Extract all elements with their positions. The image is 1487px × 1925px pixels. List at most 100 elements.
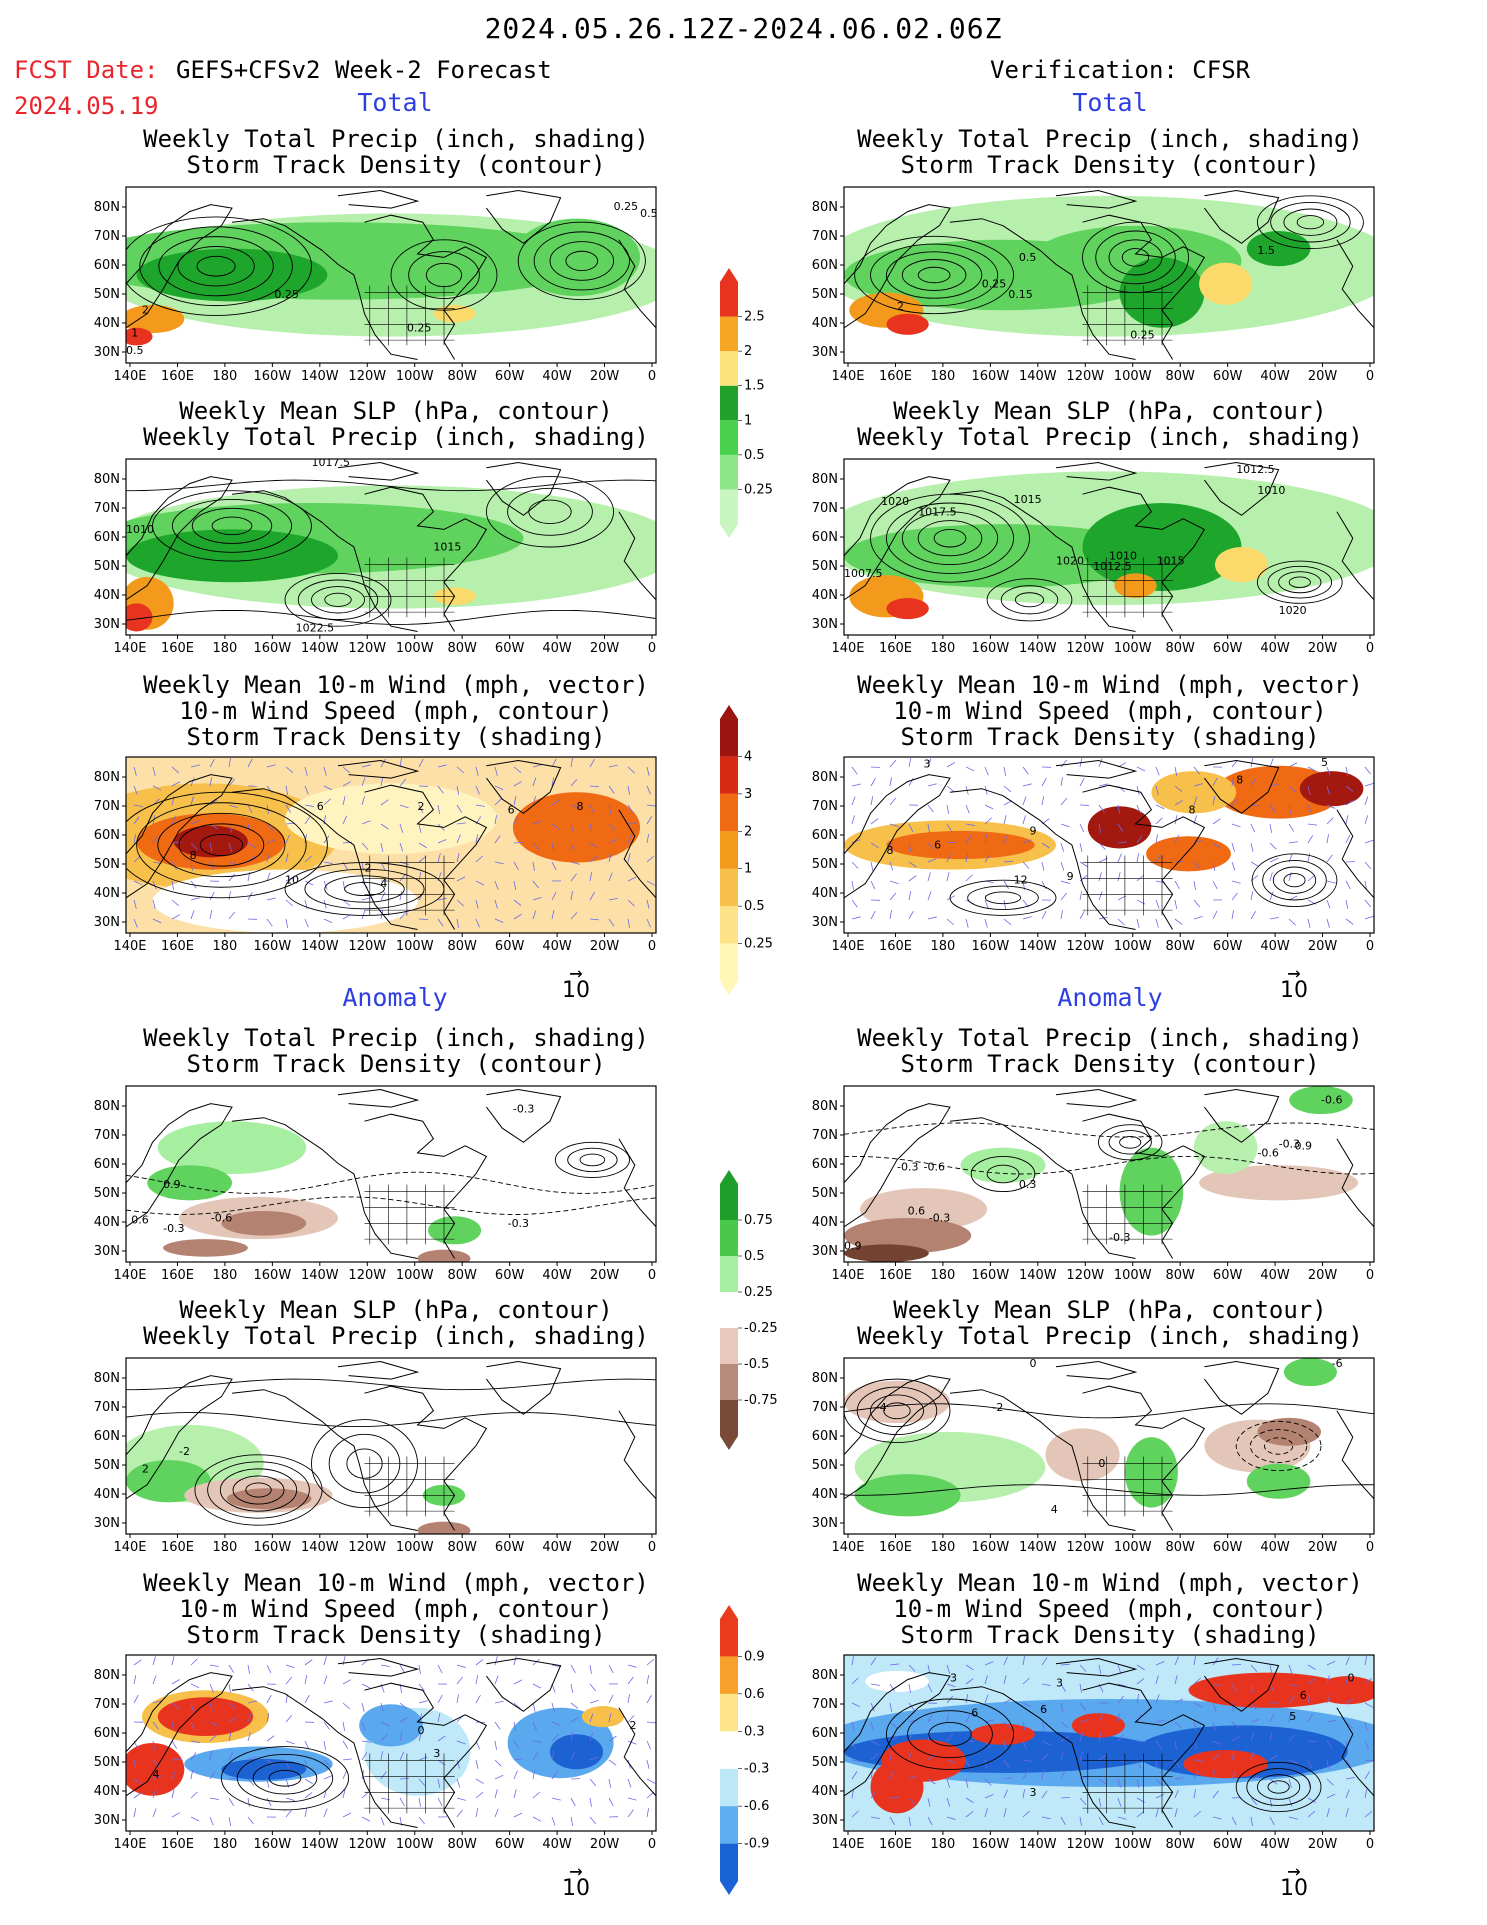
contour-label: 1022.5: [296, 621, 335, 634]
lat-tick-label: 60N: [812, 1726, 838, 1741]
lon-tick-label: 180: [930, 1268, 955, 1283]
lon-tick-label: 160E: [879, 939, 912, 954]
contour-label: -0.6: [1321, 1094, 1342, 1107]
lat-tick-label: 80N: [812, 770, 838, 785]
lon-tick-label: 160W: [972, 641, 1010, 656]
contour-label: 3: [924, 758, 931, 771]
colorbar-label: 0.5: [744, 899, 765, 914]
lon-tick-label: 120W: [1066, 1540, 1104, 1555]
lon-tick-label: 140E: [113, 369, 146, 384]
lat-tick-label: 70N: [94, 799, 120, 814]
lon-tick-label: 160E: [879, 641, 912, 656]
lon-tick-label: 160E: [161, 641, 194, 656]
lat-tick-label: 70N: [812, 1400, 838, 1415]
lon-tick-label: 120W: [348, 1837, 386, 1852]
contour-label: -0.6: [211, 1212, 232, 1225]
lon-tick-label: 40W: [542, 1540, 572, 1555]
lon-tick-label: 20W: [590, 641, 620, 656]
title-L2: Weekly Mean SLP (hPa, contour) Weekly To…: [143, 397, 649, 451]
lon-tick-label: 180: [212, 1837, 237, 1852]
lon-tick-label: 100W: [1114, 1268, 1152, 1283]
lat-tick-label: 30N: [812, 915, 838, 930]
lat-tick-label: 30N: [812, 1244, 838, 1259]
lon-tick-label: 140E: [113, 1837, 146, 1852]
lat-tick-label: 70N: [94, 501, 120, 516]
lon-tick-label: 40W: [1260, 1837, 1290, 1852]
lon-tick-label: 0: [1366, 1268, 1374, 1283]
lon-tick-label: 120W: [348, 641, 386, 656]
contour-label: 8: [1189, 803, 1196, 816]
lon-tick-label: 160E: [879, 1268, 912, 1283]
lon-tick-label: 140W: [1019, 1837, 1057, 1852]
contour-label: 1010: [1257, 484, 1285, 497]
contour-label: 1017.5: [312, 457, 351, 469]
colorbar-label: 2: [744, 344, 752, 359]
contour-label: 2: [630, 1719, 637, 1732]
lon-tick-label: 160E: [879, 1540, 912, 1555]
lon-tick-label: 0: [1366, 939, 1374, 954]
lat-tick-label: 60N: [812, 258, 838, 273]
lat-tick-label: 80N: [812, 472, 838, 487]
contour-label: 1012.5: [1093, 560, 1132, 573]
contour-label: 6: [1040, 1703, 1047, 1716]
contour-label: 0: [418, 1724, 425, 1737]
lat-tick-label: 60N: [812, 530, 838, 545]
vector-ref-L6: 10: [562, 1876, 590, 1901]
lat-tick-label: 50N: [94, 559, 120, 574]
lon-tick-label: 120W: [348, 939, 386, 954]
lon-tick-label: 40W: [1260, 369, 1290, 384]
colorbar-label: 0.5: [744, 448, 765, 463]
contour-label: 6: [508, 803, 515, 816]
lon-tick-label: 60W: [495, 641, 525, 656]
lat-tick-label: 80N: [812, 1099, 838, 1114]
lat-tick-label: 70N: [94, 1128, 120, 1143]
lon-tick-label: 100W: [1114, 939, 1152, 954]
lon-tick-label: 80W: [1165, 641, 1195, 656]
lon-tick-label: 160W: [254, 1540, 292, 1555]
lon-tick-label: 160W: [254, 641, 292, 656]
vector-ref-R6: 10: [1280, 1876, 1308, 1901]
lon-tick-label: 20W: [590, 369, 620, 384]
lon-tick-label: 20W: [1308, 1268, 1338, 1283]
lon-tick-label: 0: [1366, 641, 1374, 656]
map-panel-forecast-slp-precip-anomaly: 2 -2 80N 70N 60N 50N 40N 30N 140E 160E 180 160W 140W…: [80, 1356, 660, 1556]
lon-tick-label: 80W: [1165, 1837, 1195, 1852]
lon-tick-label: 0: [648, 939, 656, 954]
lat-tick-label: 60N: [94, 1157, 120, 1172]
contour-label: 3: [1056, 1677, 1063, 1690]
colorbar-label: 0.3: [744, 1724, 765, 1739]
contour-label: 0.25: [1130, 328, 1155, 341]
lon-tick-label: 180: [212, 939, 237, 954]
lon-tick-label: 140W: [1019, 369, 1057, 384]
lon-tick-label: 160W: [972, 369, 1010, 384]
map-panel-verif-slp-precip-anomaly: 0 -2 -6 4 -4 0 80N 70N 60N 50N 40N 30N 140E 160E 180 16…: [798, 1356, 1378, 1556]
lon-tick-label: 160E: [161, 1268, 194, 1283]
lon-tick-label: 120W: [1066, 369, 1104, 384]
lon-tick-label: 80W: [447, 1540, 477, 1555]
contour-label: 1020: [1279, 604, 1307, 617]
lat-tick-label: 50N: [94, 287, 120, 302]
lat-tick-label: 40N: [812, 1487, 838, 1502]
colorbar-label: -0.9: [744, 1837, 769, 1852]
title-R3: Weekly Mean 10-m Wind (mph, vector) 10-m…: [857, 671, 1363, 751]
lat-tick-label: 40N: [812, 588, 838, 603]
section-anomaly-left: Anomaly: [342, 983, 448, 1012]
lon-tick-label: 20W: [590, 1540, 620, 1555]
colorbar-precip-anomaly: 0.75 0.5 0.25 -0.25 -0.5 -0.75: [718, 1170, 788, 1450]
lon-tick-label: 40W: [1260, 1540, 1290, 1555]
lat-tick-label: 30N: [94, 345, 120, 360]
contour-label: -4: [876, 1401, 887, 1414]
contour-label: -0.3: [508, 1217, 529, 1230]
lon-tick-label: 60W: [1213, 1837, 1243, 1852]
lat-tick-label: 70N: [812, 799, 838, 814]
map-panel-forecast-precip-storm-anomaly: 0.9 0.6 -0.3 -0.6 -0.3 -0.3 80N 70N 60N 50N 40N 30N…: [80, 1084, 660, 1284]
lon-tick-label: 60W: [1213, 939, 1243, 954]
contour-label: 1007.5: [844, 567, 883, 580]
lat-tick-label: 30N: [812, 1516, 838, 1531]
lon-tick-label: 60W: [495, 1540, 525, 1555]
lon-tick-label: 0: [648, 1268, 656, 1283]
lat-tick-label: 30N: [812, 345, 838, 360]
lon-tick-label: 0: [648, 641, 656, 656]
contour-label: 0: [1348, 1671, 1355, 1684]
contour-label: 1012.5: [1236, 463, 1275, 476]
